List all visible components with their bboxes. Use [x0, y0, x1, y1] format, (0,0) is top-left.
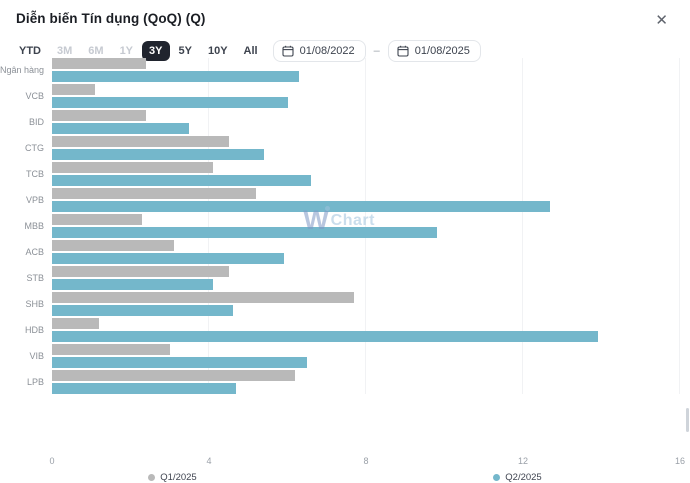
- chart-row-ctg: CTG: [25, 136, 680, 160]
- date-range-separator: –: [373, 45, 380, 57]
- range-button-ytd[interactable]: YTD: [12, 41, 48, 61]
- legend-label: Q1/2025: [160, 472, 197, 483]
- category-label: VPB: [25, 195, 44, 205]
- close-icon[interactable]: ✕: [655, 12, 668, 29]
- category-label: STB: [26, 273, 44, 283]
- chart-row-vib: VIB: [29, 344, 680, 368]
- bar-q2-2025-vcb: [52, 97, 288, 108]
- range-button-3m: 3M: [50, 41, 79, 61]
- bar-q2-2025-ngân-hàng: [52, 71, 300, 82]
- chart-row-tcb: TCB: [26, 162, 680, 186]
- range-button-3y[interactable]: 3Y: [142, 41, 170, 61]
- date-from-field[interactable]: 01/08/2022: [272, 40, 366, 62]
- bar-q1-2025-vcb: [52, 84, 96, 95]
- range-button-all[interactable]: All: [237, 41, 265, 61]
- category-label: ACB: [25, 247, 44, 257]
- date-to-field[interactable]: 01/08/2025: [387, 40, 481, 62]
- category-label: SHB: [25, 299, 44, 309]
- x-tick-8: 8: [363, 456, 369, 466]
- bar-q1-2025-mbb: [52, 214, 143, 225]
- bar-q2-2025-hdb: [52, 331, 598, 342]
- category-label: LPB: [26, 377, 44, 387]
- range-button-10y[interactable]: 10Y: [201, 41, 235, 61]
- x-tick-16: 16: [674, 456, 686, 466]
- bar-q2-2025-vib: [52, 357, 308, 368]
- bar-q2-2025-mbb: [52, 227, 437, 238]
- range-button-5y[interactable]: 5Y: [172, 41, 199, 61]
- bar-q2-2025-stb: [52, 279, 213, 290]
- bar-q1-2025-vpb: [52, 188, 257, 199]
- chart-row-ngân-hàng: Ngân hàng: [0, 58, 680, 82]
- x-tick-0: 0: [49, 456, 55, 466]
- range-button-6m: 6M: [81, 41, 110, 61]
- bar-q2-2025-vpb: [52, 201, 551, 212]
- bar-q2-2025-acb: [52, 253, 284, 264]
- bar-q2-2025-bid: [52, 123, 190, 134]
- category-label: VCB: [25, 91, 44, 101]
- legend-item-q2-2025[interactable]: Q2/2025: [493, 472, 542, 483]
- x-tick-12: 12: [517, 456, 529, 466]
- calendar-icon: [397, 45, 409, 57]
- chart-row-shb: SHB: [25, 292, 680, 316]
- chart-row-acb: ACB: [25, 240, 680, 264]
- bar-q1-2025-ctg: [52, 136, 229, 147]
- bar-q1-2025-ngân-hàng: [52, 58, 147, 69]
- chart-row-mbb: MBB: [24, 214, 680, 238]
- scrollbar-thumb[interactable]: [686, 408, 689, 432]
- bar-q2-2025-lpb: [52, 383, 237, 394]
- category-label: Ngân hàng: [0, 65, 45, 75]
- legend-dot: [493, 474, 501, 481]
- category-label: BID: [28, 117, 44, 127]
- bar-q1-2025-lpb: [52, 370, 296, 381]
- chart-row-bid: BID: [29, 110, 680, 134]
- bar-q1-2025-vib: [52, 344, 170, 355]
- bar-q1-2025-tcb: [52, 162, 213, 173]
- x-axis: 0 4 8 12 16: [49, 456, 685, 468]
- chart-row-stb: STB: [26, 266, 680, 290]
- bar-q1-2025-stb: [52, 266, 229, 277]
- bar-chart: Ngân hàng VCB BID CTG TCB VPB MBB ACB STB SHB HDB V…: [0, 58, 690, 483]
- category-label: VIB: [29, 351, 44, 361]
- legend-dot: [148, 474, 156, 481]
- legend-item-q1-2025[interactable]: Q1/2025: [148, 472, 197, 483]
- legend-label: Q2/2025: [505, 472, 542, 483]
- category-label: CTG: [25, 143, 44, 153]
- range-button-1y: 1Y: [113, 41, 140, 61]
- chart-row-hdb: HDB: [25, 318, 680, 342]
- plot-area: Ngân hàng VCB BID CTG TCB VPB MBB ACB STB SHB HDB V…: [0, 58, 680, 394]
- category-label: TCB: [26, 169, 44, 179]
- modal-header: Diễn biến Tín dụng (QoQ) (Q) ✕: [0, 0, 690, 30]
- bar-q2-2025-shb: [52, 305, 233, 316]
- bar-q2-2025-tcb: [52, 175, 312, 186]
- calendar-icon: [282, 45, 294, 57]
- chart-rows: Ngân hàng VCB BID CTG TCB VPB MBB ACB STB SHB HDB V…: [0, 58, 680, 394]
- range-button-group: YTD 3M 6M 1Y 3Y 5Y 10Y All: [12, 41, 265, 61]
- bar-q1-2025-shb: [52, 292, 355, 303]
- bar-q1-2025-hdb: [52, 318, 100, 329]
- range-toolbar: YTD 3M 6M 1Y 3Y 5Y 10Y All 01/08/2022 – 01/08/2…: [0, 30, 690, 62]
- bar-q2-2025-ctg: [52, 149, 264, 160]
- category-label: HDB: [24, 325, 44, 335]
- chart-row-vcb: VCB: [25, 84, 680, 108]
- chart-legend: Q1/2025 Q2/2025: [0, 472, 690, 483]
- chart-row-lpb: LPB: [27, 370, 680, 394]
- category-label: MBB: [24, 221, 44, 231]
- x-tick-4: 4: [206, 456, 212, 466]
- date-to-value: 01/08/2025: [414, 45, 470, 57]
- page-title: Diễn biến Tín dụng (QoQ) (Q): [16, 11, 206, 26]
- bar-q1-2025-acb: [52, 240, 174, 251]
- date-from-value: 01/08/2022: [299, 45, 355, 57]
- chart-row-vpb: VPB: [26, 188, 680, 212]
- bar-q1-2025-bid: [52, 110, 147, 121]
